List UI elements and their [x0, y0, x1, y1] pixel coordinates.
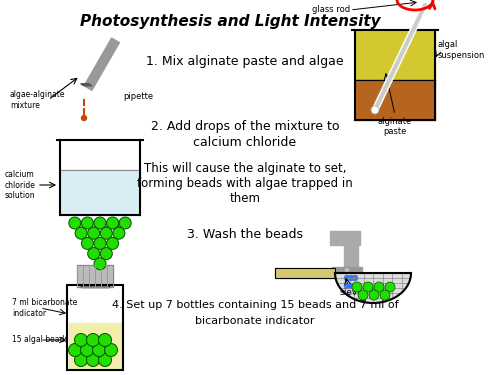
Text: sieve: sieve — [340, 288, 364, 297]
Text: 7 ml bicarbonate
indicator: 7 ml bicarbonate indicator — [12, 298, 78, 318]
Bar — [332, 267, 362, 272]
Text: 15 algal beads: 15 algal beads — [12, 336, 68, 345]
Circle shape — [94, 258, 106, 270]
Text: glass rod: glass rod — [312, 6, 350, 15]
Circle shape — [82, 116, 86, 120]
Circle shape — [98, 333, 112, 346]
Circle shape — [348, 284, 354, 288]
Circle shape — [94, 217, 106, 229]
Bar — [77, 265, 113, 287]
Circle shape — [86, 354, 100, 366]
Circle shape — [94, 237, 106, 249]
Circle shape — [88, 227, 100, 239]
Circle shape — [374, 282, 384, 292]
Text: algae-alginate
mixture: algae-alginate mixture — [10, 90, 66, 110]
Circle shape — [74, 333, 88, 346]
Circle shape — [106, 217, 118, 229]
Circle shape — [380, 290, 390, 300]
Text: 3. Wash the beads: 3. Wash the beads — [187, 228, 303, 241]
Polygon shape — [335, 273, 411, 303]
Circle shape — [385, 282, 395, 292]
Circle shape — [98, 354, 112, 366]
Bar — [275, 268, 335, 278]
Text: Photosynthesis and Light Intensity: Photosynthesis and Light Intensity — [80, 14, 380, 29]
Text: 4. Set up 7 bottles containing 15 beads and 7 ml of: 4. Set up 7 bottles containing 15 beads … — [112, 300, 399, 310]
Polygon shape — [84, 38, 120, 90]
Circle shape — [352, 282, 362, 292]
Circle shape — [352, 276, 358, 280]
Polygon shape — [80, 84, 92, 86]
Circle shape — [82, 217, 94, 229]
Circle shape — [100, 227, 112, 239]
Text: alginate
paste: alginate paste — [378, 117, 412, 136]
Circle shape — [113, 227, 125, 239]
Circle shape — [348, 276, 354, 280]
Circle shape — [358, 290, 368, 300]
Circle shape — [86, 333, 100, 346]
Circle shape — [69, 217, 81, 229]
Bar — [67, 285, 123, 370]
Bar — [69, 323, 121, 368]
Bar — [275, 268, 335, 278]
Bar — [81, 285, 109, 287]
Circle shape — [344, 284, 350, 288]
Text: bicarbonate indicator: bicarbonate indicator — [195, 316, 315, 326]
Circle shape — [100, 248, 112, 259]
Text: algal
suspension: algal suspension — [438, 40, 486, 60]
Circle shape — [88, 248, 100, 259]
Circle shape — [82, 237, 94, 249]
Circle shape — [369, 290, 379, 300]
Circle shape — [344, 276, 350, 280]
Circle shape — [74, 354, 88, 366]
Bar — [81, 285, 109, 287]
Circle shape — [68, 344, 82, 357]
Bar — [330, 231, 360, 245]
Text: 2. Add drops of the mixture to: 2. Add drops of the mixture to — [151, 120, 339, 133]
Text: pipette: pipette — [124, 92, 154, 101]
Bar — [344, 244, 358, 270]
Bar — [67, 285, 123, 370]
Text: algal beads: algal beads — [76, 220, 124, 229]
Circle shape — [371, 106, 379, 114]
Circle shape — [104, 344, 118, 357]
Text: calcium
chloride
solution: calcium chloride solution — [5, 170, 36, 200]
Text: forming beads with algae trapped in: forming beads with algae trapped in — [137, 177, 353, 190]
Circle shape — [363, 282, 373, 292]
Circle shape — [352, 284, 358, 288]
Text: them: them — [230, 192, 260, 205]
Text: This will cause the alginate to set,: This will cause the alginate to set, — [144, 162, 346, 175]
Text: 1. Mix alginate paste and algae: 1. Mix alginate paste and algae — [146, 55, 344, 68]
Circle shape — [92, 344, 106, 357]
Circle shape — [106, 237, 118, 249]
Text: calcium chloride: calcium chloride — [194, 136, 296, 149]
Bar — [77, 265, 113, 287]
Circle shape — [119, 217, 131, 229]
Circle shape — [75, 227, 87, 239]
Circle shape — [80, 344, 94, 357]
Circle shape — [344, 267, 350, 273]
